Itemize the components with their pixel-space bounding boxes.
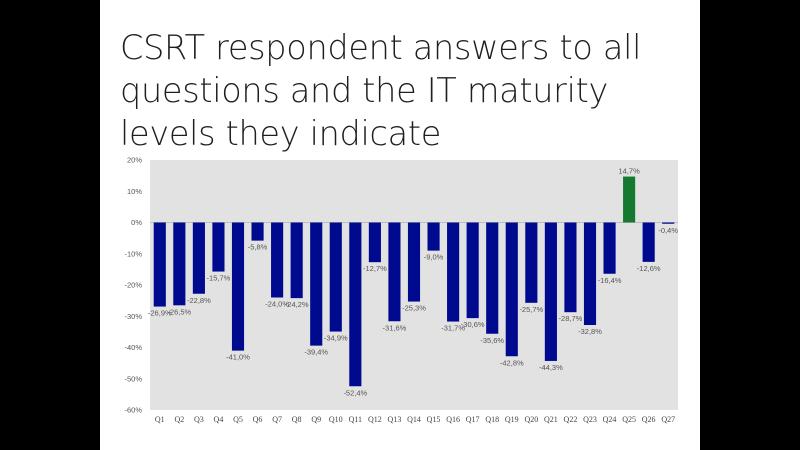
bar-q9 bbox=[310, 222, 323, 346]
category-label-q1: Q1 bbox=[155, 415, 165, 424]
category-label-q3: Q3 bbox=[194, 415, 204, 424]
bar-q20 bbox=[525, 222, 538, 303]
category-label-q19: Q19 bbox=[505, 415, 519, 424]
data-label-q4: -15,7% bbox=[207, 274, 231, 283]
bar-q24 bbox=[603, 222, 616, 274]
category-label-q14: Q14 bbox=[407, 415, 421, 424]
category-label-q12: Q12 bbox=[368, 415, 382, 424]
y-tick-label: -60% bbox=[124, 406, 142, 415]
category-label-q17: Q17 bbox=[466, 415, 480, 424]
category-label-q7: Q7 bbox=[272, 415, 282, 424]
data-label-q15: -9,0% bbox=[424, 253, 444, 262]
category-label-q8: Q8 bbox=[292, 415, 302, 424]
data-label-q26: -12,6% bbox=[637, 264, 661, 273]
data-label-q5: -41,0% bbox=[226, 353, 250, 362]
category-label-q6: Q6 bbox=[253, 415, 263, 424]
bar-q25 bbox=[623, 176, 636, 223]
category-label-q9: Q9 bbox=[311, 415, 321, 424]
data-label-q8: -24,2% bbox=[285, 300, 309, 309]
data-label-q2: -26,5% bbox=[167, 307, 191, 316]
data-label-q6: -5,8% bbox=[248, 243, 268, 252]
bar-q6 bbox=[251, 222, 264, 241]
y-tick-label: -30% bbox=[124, 312, 142, 321]
data-label-q25: 14,7% bbox=[618, 167, 640, 176]
y-tick-label: -50% bbox=[124, 374, 142, 383]
bar-q2 bbox=[173, 222, 186, 306]
data-label-q10: -34,9% bbox=[324, 334, 348, 343]
data-label-q23: -32,8% bbox=[578, 327, 602, 336]
bar-q27 bbox=[662, 222, 675, 224]
bar-q18 bbox=[486, 222, 499, 334]
category-label-q25: Q25 bbox=[622, 415, 636, 424]
category-label-q2: Q2 bbox=[174, 415, 184, 424]
bar-q19 bbox=[505, 222, 518, 357]
bar-chart: 20%10%0%-10%-20%-30%-40%-50%-60% -26,9%-… bbox=[124, 156, 678, 425]
bar-q11 bbox=[349, 222, 362, 387]
data-label-q22: -28,7% bbox=[559, 314, 583, 323]
category-label-q20: Q20 bbox=[524, 415, 538, 424]
bar-q5 bbox=[231, 222, 245, 351]
data-label-q7: -24,0% bbox=[265, 300, 289, 309]
data-label-q20: -25,7% bbox=[519, 305, 543, 314]
data-label-q21: -44,3% bbox=[539, 363, 563, 372]
category-label-q18: Q18 bbox=[485, 415, 499, 424]
category-label-q15: Q15 bbox=[427, 415, 441, 424]
y-tick-label: -10% bbox=[124, 249, 142, 258]
data-label-q24: -16,4% bbox=[598, 276, 622, 285]
bar-q7 bbox=[271, 222, 284, 298]
bar-q15 bbox=[427, 222, 440, 251]
data-label-q14: -25,3% bbox=[402, 304, 426, 313]
data-label-q12: -12,7% bbox=[363, 264, 387, 273]
bar-q10 bbox=[329, 222, 342, 332]
data-label-q1: -26,9% bbox=[148, 309, 172, 318]
category-label-q21: Q21 bbox=[544, 415, 558, 424]
data-label-q17: -30,6% bbox=[461, 320, 485, 329]
y-tick-label: 10% bbox=[127, 187, 142, 196]
category-label-q11: Q11 bbox=[349, 415, 362, 424]
data-label-q3: -22,8% bbox=[187, 296, 211, 305]
bar-q23 bbox=[583, 222, 597, 325]
data-label-q11: -52,4% bbox=[343, 388, 367, 397]
bar-q22 bbox=[564, 222, 577, 313]
bar-q3 bbox=[192, 222, 205, 294]
category-label-q10: Q10 bbox=[329, 415, 343, 424]
category-label-q23: Q23 bbox=[583, 415, 597, 424]
bar-q8 bbox=[290, 222, 303, 299]
y-tick-label: 20% bbox=[127, 156, 142, 165]
bar-q1 bbox=[153, 222, 166, 307]
category-label-q24: Q24 bbox=[603, 415, 617, 424]
bar-q21 bbox=[544, 222, 557, 361]
data-label-q13: -31,6% bbox=[383, 323, 407, 332]
data-label-q27: -0,4% bbox=[658, 226, 678, 235]
category-label-q22: Q22 bbox=[564, 415, 578, 424]
category-label-q13: Q13 bbox=[388, 415, 402, 424]
category-label-q26: Q26 bbox=[642, 415, 656, 424]
bar-q16 bbox=[447, 222, 460, 322]
category-label-q16: Q16 bbox=[446, 415, 460, 424]
slide: CSRT respondent answers to all questions… bbox=[100, 0, 700, 450]
bar-q12 bbox=[368, 222, 381, 263]
data-label-q19: -42,8% bbox=[500, 358, 524, 367]
data-label-q9: -39,4% bbox=[304, 348, 328, 357]
bar-q4 bbox=[212, 222, 225, 272]
category-label-q27: Q27 bbox=[661, 415, 675, 424]
y-tick-label: 0% bbox=[131, 218, 142, 227]
bar-q14 bbox=[407, 222, 421, 302]
category-label-q5: Q5 bbox=[233, 415, 243, 424]
data-label-q16: -31,7% bbox=[441, 324, 465, 333]
y-tick-label: -20% bbox=[124, 281, 142, 290]
category-label-q4: Q4 bbox=[214, 415, 224, 424]
bar-q17 bbox=[466, 222, 479, 319]
data-label-q18: -35,6% bbox=[480, 336, 504, 345]
y-tick-label: -40% bbox=[124, 343, 142, 352]
bar-q26 bbox=[642, 222, 655, 262]
slide-title: CSRT respondent answers to all questions… bbox=[120, 28, 642, 153]
bar-q13 bbox=[388, 222, 401, 322]
